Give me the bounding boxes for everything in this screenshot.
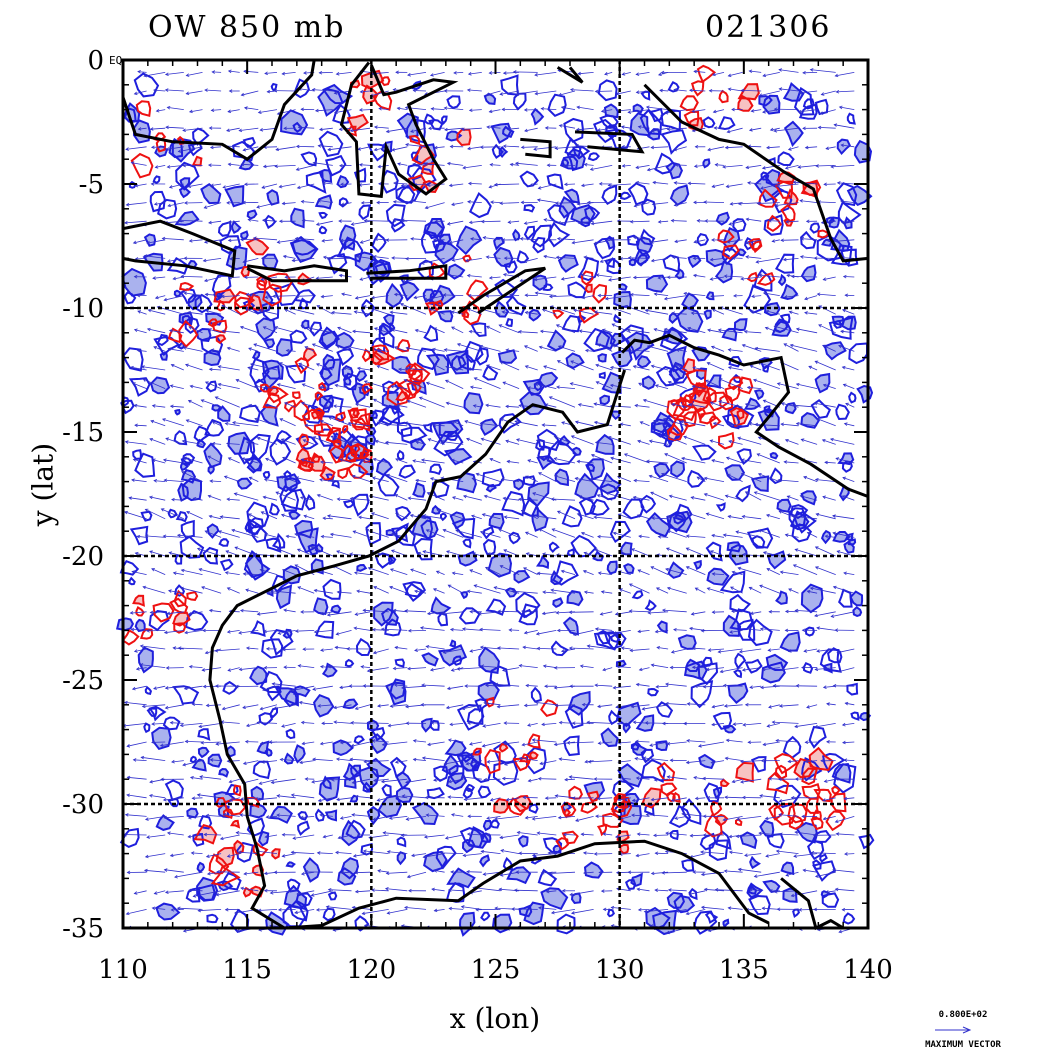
y-tick-label: -30 [62, 790, 104, 820]
y-tick-label: -10 [62, 294, 104, 324]
chart-title-left: OW 850 mb [148, 10, 346, 45]
x-tick-label: 130 [595, 955, 645, 985]
coastline [556, 66, 584, 84]
coastline [121, 59, 316, 162]
x-tick-label: 115 [222, 955, 272, 985]
x-tick-label: 125 [471, 955, 521, 985]
chart-title-right: 021306 [705, 10, 832, 45]
x-tick-label: 110 [98, 955, 148, 985]
y-tick-label: -5 [79, 170, 104, 200]
y-tick-label: 0 [87, 46, 104, 76]
coastline [366, 264, 448, 280]
coastline [246, 264, 348, 283]
coastline-layer [121, 59, 869, 931]
x-axis-label: x (lon) [449, 1002, 541, 1035]
coastline [368, 369, 627, 558]
max-vector-label: MAXIMUM VECTOR [925, 1040, 1001, 1050]
grid-layer [123, 60, 868, 928]
coastline [780, 877, 844, 931]
x-tick-label: 120 [347, 955, 397, 985]
contour-layer [115, 64, 875, 937]
coastline [457, 266, 547, 315]
coastline [520, 137, 552, 159]
y-tick-label: -25 [62, 666, 104, 696]
max-vector-arrow [935, 1026, 972, 1034]
y-tick-label: -15 [62, 418, 104, 448]
vector-layer [122, 68, 855, 935]
tick-layer [122, 59, 869, 929]
equator-label: EQ [109, 54, 122, 67]
coastline [621, 333, 869, 498]
y-axis-label: y (lat) [26, 442, 60, 527]
coastline [122, 219, 237, 278]
coastline [208, 554, 770, 930]
max-vector-value: 0.800E+02 [938, 1010, 988, 1020]
x-tick-label: 140 [843, 955, 893, 985]
coastline [574, 130, 645, 154]
coastline [339, 61, 459, 199]
y-tick-label: -35 [62, 914, 104, 944]
y-tick-label: -20 [62, 542, 104, 572]
coastline [643, 83, 869, 263]
tick-label-layer: 110 115 120 125 130 135 140 0 -5 -10 -15 -20 -25 -30 -… [62, 46, 893, 985]
x-tick-label: 135 [719, 955, 769, 985]
